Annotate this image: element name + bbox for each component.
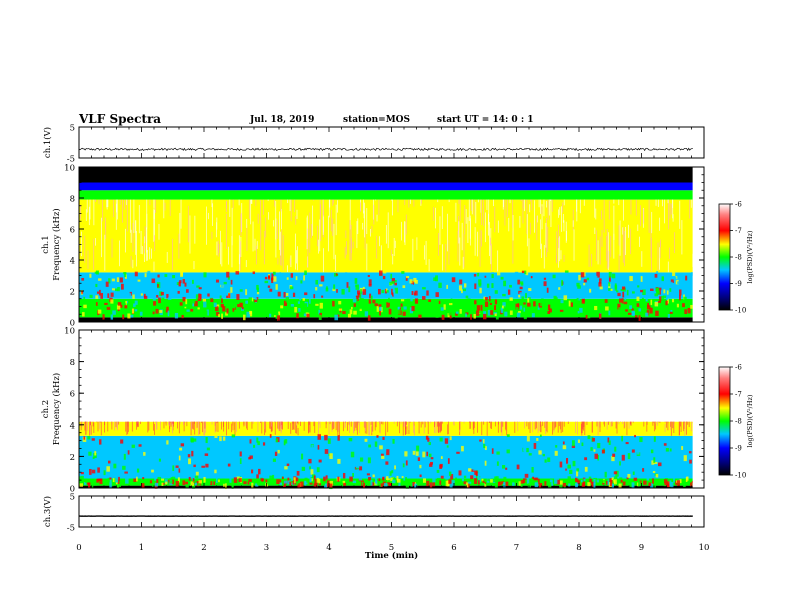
ch1-spectrogram-ytick-label: 8	[70, 195, 75, 205]
ch1-waveform-ytick-label: -5	[67, 155, 75, 165]
ch1-waveform-trace	[78, 147, 693, 152]
ch1-spectrogram-colorbar-tick-label: -9	[735, 280, 742, 288]
ch2-spectrogram-colorbar-tick-label: -6	[735, 364, 742, 372]
ch2-spectrogram-colorbar	[718, 366, 731, 476]
ch2-spectrogram-texture	[79, 421, 694, 490]
ch2-spectrogram-ytick-label: 4	[70, 421, 75, 431]
ch1-spectrogram-texture	[79, 199, 694, 321]
station-label: station=MOS	[343, 115, 411, 125]
ch3-waveform-xtick-label: 3	[264, 543, 269, 553]
ch1-spectrogram-ytick-label: 0	[70, 319, 75, 329]
ch2-spectrogram-band-1	[79, 478, 693, 486]
ch3-waveform-xtick-label: 1	[139, 543, 144, 553]
ch3-waveform-ytick-label: 5	[70, 493, 75, 503]
ch1-spectrogram-band-3	[79, 199, 693, 273]
ch1-spectrogram-ylabel: ch.1	[41, 235, 51, 253]
ch1-spectrogram-ytick-label: 4	[70, 257, 75, 267]
ch3-waveform-xtick-label: 0	[76, 543, 81, 553]
ch2-spectrogram-ylabel: ch.2	[41, 400, 51, 418]
ch2-spectrogram-band-0	[79, 485, 693, 488]
ch2-spectrogram-band-2	[79, 435, 693, 479]
ch1-spectrogram-band-6	[79, 167, 693, 183]
ch1-spectrogram-colorbar-label: log(PSD)(V²/Hz)	[746, 230, 754, 283]
chart-title: VLF Spectra	[79, 112, 162, 126]
ch2-spectrogram-colorbar-tick-label: -7	[735, 391, 742, 399]
ch3-waveform-ytick-label: -5	[67, 524, 75, 534]
ch1-spectrogram-ytick-label: 6	[70, 226, 75, 236]
ch2-spectrogram-no-data	[692, 330, 704, 488]
ch3-waveform-xtick-label: 7	[514, 543, 519, 553]
ch2-spectrogram-ytick-label: 0	[70, 485, 75, 495]
ch1-spectrogram-ytick-label: 10	[64, 164, 75, 174]
ch1-spectrogram-band-0	[79, 317, 693, 322]
ch1-spectrogram-no-data	[692, 167, 704, 322]
ch3-waveform-xtick-label: 5	[389, 543, 394, 553]
ch1-spectrogram-band-4	[79, 190, 693, 200]
ch2-spectrogram-colorbar-tick-label: -8	[735, 418, 742, 426]
date-label: Jul. 18, 2019	[250, 115, 315, 125]
ch3-waveform-xtick-label: 2	[201, 543, 206, 553]
ch2-spectrogram-colorbar-tick-label: -10	[735, 472, 746, 480]
ch1-spectrogram-band-5	[79, 182, 693, 191]
ch2-spectrogram-ytick-label: 10	[64, 327, 75, 337]
ch1-spectrogram-ylabel: Frequency (kHz)	[51, 208, 62, 280]
ch2-spectrogram-ylabel: Frequency (kHz)	[51, 373, 62, 445]
ch3-waveform-xtick-label: 8	[576, 543, 581, 553]
ch1-spectrogram-colorbar-tick-label: -8	[735, 254, 742, 262]
ch3-waveform-xtick-label: 6	[451, 543, 456, 553]
ch3-waveform-xtick-label: 10	[699, 543, 710, 553]
ch2-spectrogram-colorbar-tick-label: -9	[735, 445, 742, 453]
ch2-spectrogram-colorbar-label: log(PSD)(V²/Hz)	[746, 394, 754, 447]
ch2-spectrogram-ytick-label: 2	[70, 453, 75, 463]
ch1-spectrogram-colorbar-tick-label: -6	[735, 201, 742, 209]
ch1-spectrogram-colorbar-tick-label: -7	[735, 227, 742, 235]
ch3-waveform-xtick-label: 9	[639, 543, 644, 553]
ch2-spectrogram-ytick-label: 6	[70, 390, 75, 400]
ch2-spectrogram-ytick-label: 8	[70, 358, 75, 368]
ch1-waveform-ytick-label: 5	[70, 124, 75, 134]
axis-ticks	[78, 126, 733, 528]
ch3-waveform-xlabel: Time (min)	[365, 550, 418, 561]
ch2-spectrogram-band-4	[79, 330, 693, 422]
ch1-waveform-ylabel: ch.1(V)	[42, 127, 53, 158]
start-time-label: start UT = 14: 0 : 1	[437, 115, 534, 125]
ch1-spectrogram-ytick-label: 2	[70, 288, 75, 298]
ch3-waveform-xtick-label: 4	[326, 543, 331, 553]
ch1-spectrogram-colorbar-tick-label: -10	[735, 307, 746, 315]
ch3-waveform-ylabel: ch.3(V)	[42, 496, 53, 527]
ch1-spectrogram-colorbar	[718, 203, 731, 311]
plot-fills	[78, 147, 704, 517]
